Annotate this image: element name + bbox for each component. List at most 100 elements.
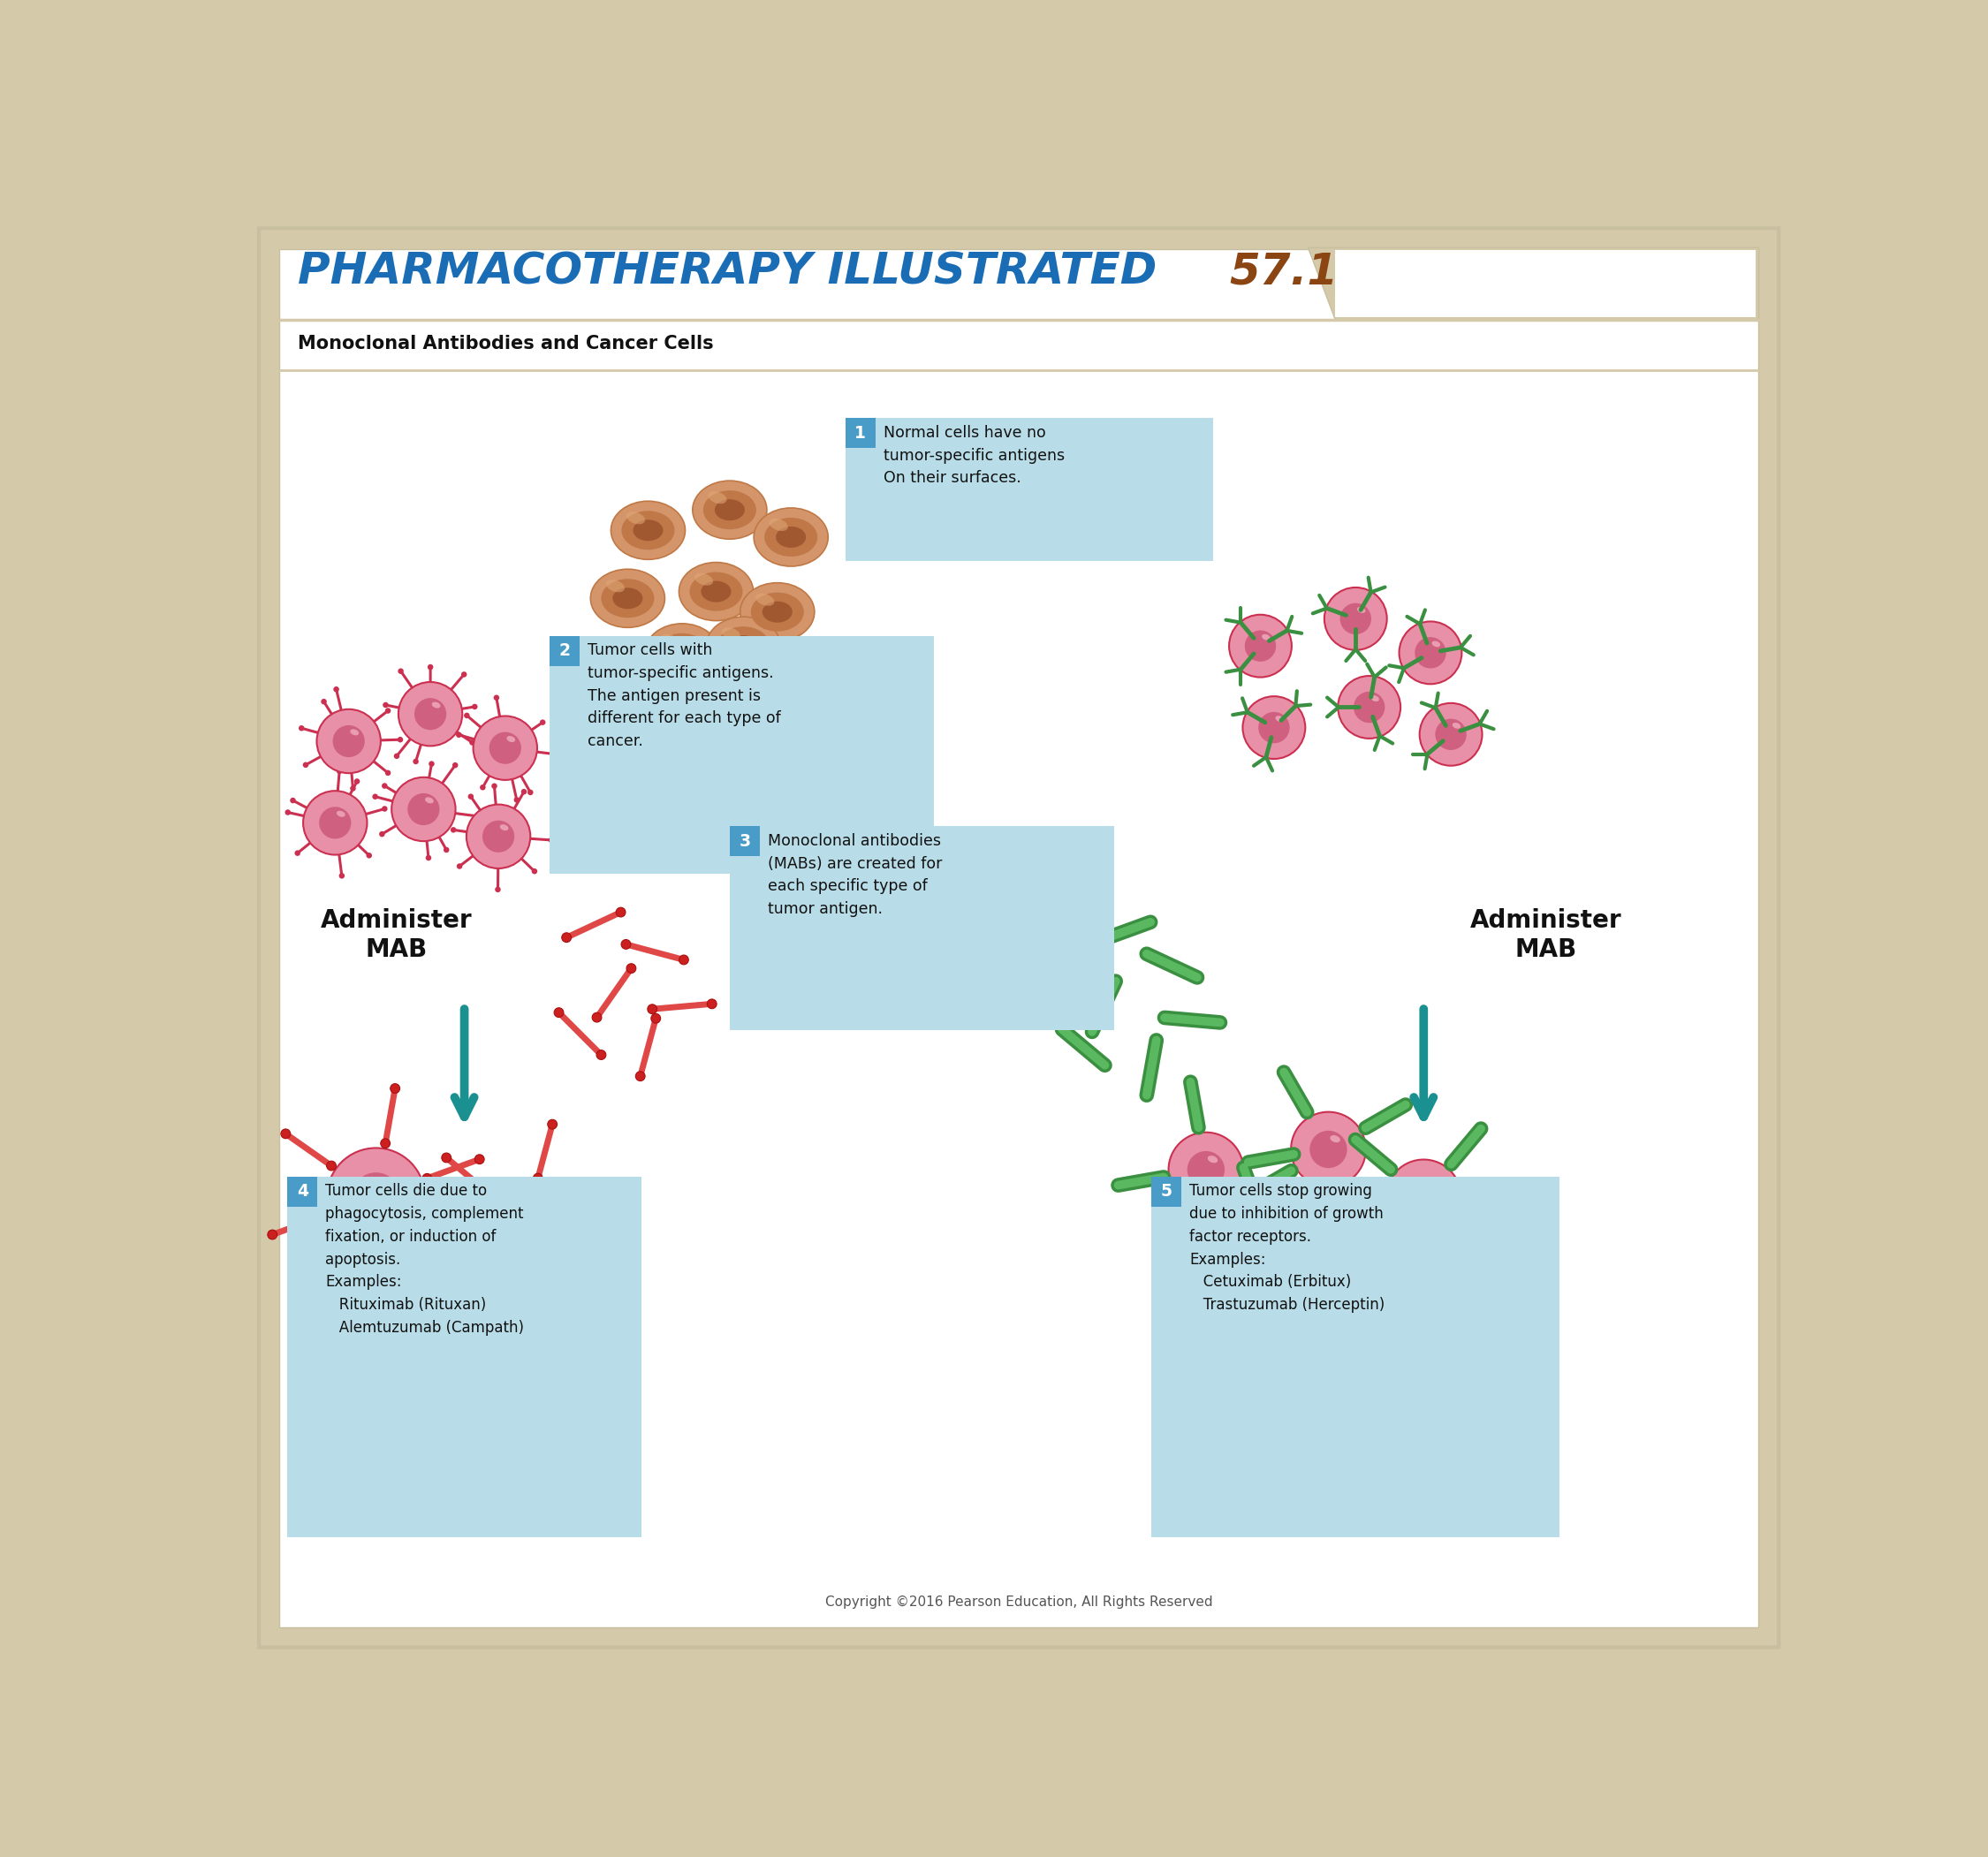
Circle shape [326, 1161, 336, 1170]
Circle shape [1244, 630, 1276, 661]
Circle shape [316, 709, 380, 773]
Circle shape [268, 1229, 276, 1239]
Circle shape [1310, 1131, 1348, 1168]
Circle shape [408, 793, 439, 825]
Circle shape [457, 864, 463, 869]
Ellipse shape [527, 1209, 539, 1216]
Ellipse shape [1207, 1155, 1219, 1162]
Circle shape [294, 851, 300, 856]
Ellipse shape [702, 581, 732, 602]
Circle shape [541, 719, 545, 726]
Circle shape [425, 854, 431, 862]
Circle shape [517, 1266, 527, 1276]
Circle shape [1290, 1112, 1366, 1187]
Circle shape [521, 789, 527, 795]
Ellipse shape [600, 579, 654, 618]
Ellipse shape [499, 825, 509, 830]
Text: 4: 4 [296, 1183, 308, 1200]
Circle shape [1415, 637, 1445, 669]
Circle shape [1346, 1227, 1419, 1302]
FancyBboxPatch shape [280, 249, 1757, 1627]
Circle shape [1400, 622, 1461, 683]
Circle shape [1364, 1246, 1402, 1283]
Circle shape [338, 873, 344, 878]
Circle shape [596, 1049, 606, 1060]
Text: Copyright ©2016 Pearson Education, All Rights Reserved: Copyright ©2016 Pearson Education, All R… [825, 1595, 1213, 1608]
Circle shape [421, 1174, 431, 1183]
Circle shape [302, 761, 308, 767]
Ellipse shape [336, 812, 346, 817]
Ellipse shape [704, 490, 755, 529]
Ellipse shape [507, 735, 515, 743]
Ellipse shape [378, 1179, 392, 1188]
Circle shape [1242, 696, 1306, 760]
Circle shape [1254, 1233, 1292, 1270]
Circle shape [414, 760, 419, 765]
Circle shape [533, 1174, 543, 1183]
Circle shape [386, 771, 392, 776]
Circle shape [362, 1302, 372, 1311]
Circle shape [390, 1084, 400, 1094]
Ellipse shape [431, 702, 441, 708]
Circle shape [326, 1148, 425, 1246]
Text: Monoclonal Antibodies and Cancer Cells: Monoclonal Antibodies and Cancer Cells [298, 334, 714, 353]
Circle shape [636, 1071, 644, 1081]
Text: 3: 3 [740, 832, 751, 851]
Circle shape [366, 852, 372, 858]
FancyBboxPatch shape [1151, 1177, 1561, 1538]
Circle shape [354, 778, 360, 784]
Polygon shape [1336, 251, 1755, 318]
Circle shape [650, 1014, 660, 1023]
Ellipse shape [612, 587, 642, 609]
Circle shape [302, 791, 368, 854]
FancyBboxPatch shape [549, 635, 934, 875]
Ellipse shape [425, 797, 433, 804]
Circle shape [620, 1192, 630, 1201]
Circle shape [1406, 1177, 1443, 1216]
Circle shape [606, 1279, 614, 1289]
Ellipse shape [690, 572, 744, 611]
Circle shape [398, 669, 404, 674]
Circle shape [423, 1255, 433, 1265]
Ellipse shape [728, 635, 757, 657]
Circle shape [394, 754, 400, 760]
Circle shape [495, 886, 501, 893]
Ellipse shape [722, 628, 740, 641]
Circle shape [380, 1138, 390, 1148]
Circle shape [1338, 676, 1400, 739]
Circle shape [284, 810, 290, 815]
Ellipse shape [694, 572, 714, 585]
Text: Administer
MAB: Administer MAB [1471, 908, 1622, 962]
Circle shape [467, 793, 473, 800]
Circle shape [483, 821, 515, 852]
Circle shape [350, 786, 356, 791]
FancyBboxPatch shape [730, 826, 1113, 1031]
Circle shape [547, 1120, 557, 1129]
Ellipse shape [1262, 633, 1270, 641]
Ellipse shape [680, 563, 753, 620]
Ellipse shape [1276, 1237, 1286, 1244]
Text: Tumor cells stop growing
due to inhibition of growth
factor receptors.
Examples:: Tumor cells stop growing due to inhibiti… [1189, 1183, 1386, 1313]
Circle shape [527, 789, 533, 795]
FancyBboxPatch shape [845, 418, 1213, 561]
Circle shape [453, 763, 457, 769]
Text: 1: 1 [855, 425, 867, 442]
Circle shape [1340, 604, 1372, 635]
Circle shape [485, 1188, 493, 1198]
Polygon shape [1308, 247, 1757, 319]
Text: Tumor cells die due to
phagocytosis, complement
fixation, or induction of
apopto: Tumor cells die due to phagocytosis, com… [326, 1183, 525, 1335]
Ellipse shape [765, 518, 817, 557]
Circle shape [620, 940, 630, 949]
Circle shape [553, 752, 557, 758]
Ellipse shape [1358, 607, 1366, 613]
Circle shape [380, 832, 386, 838]
Circle shape [475, 1235, 485, 1246]
Circle shape [626, 964, 636, 973]
Text: 2: 2 [559, 643, 571, 659]
Circle shape [384, 702, 388, 708]
Ellipse shape [714, 500, 746, 520]
Text: Tumor cells with
tumor-specific antigens.
The antigen present is
different for e: Tumor cells with tumor-specific antigens… [588, 643, 781, 748]
Ellipse shape [753, 509, 829, 566]
Circle shape [489, 732, 521, 763]
Circle shape [616, 908, 626, 917]
